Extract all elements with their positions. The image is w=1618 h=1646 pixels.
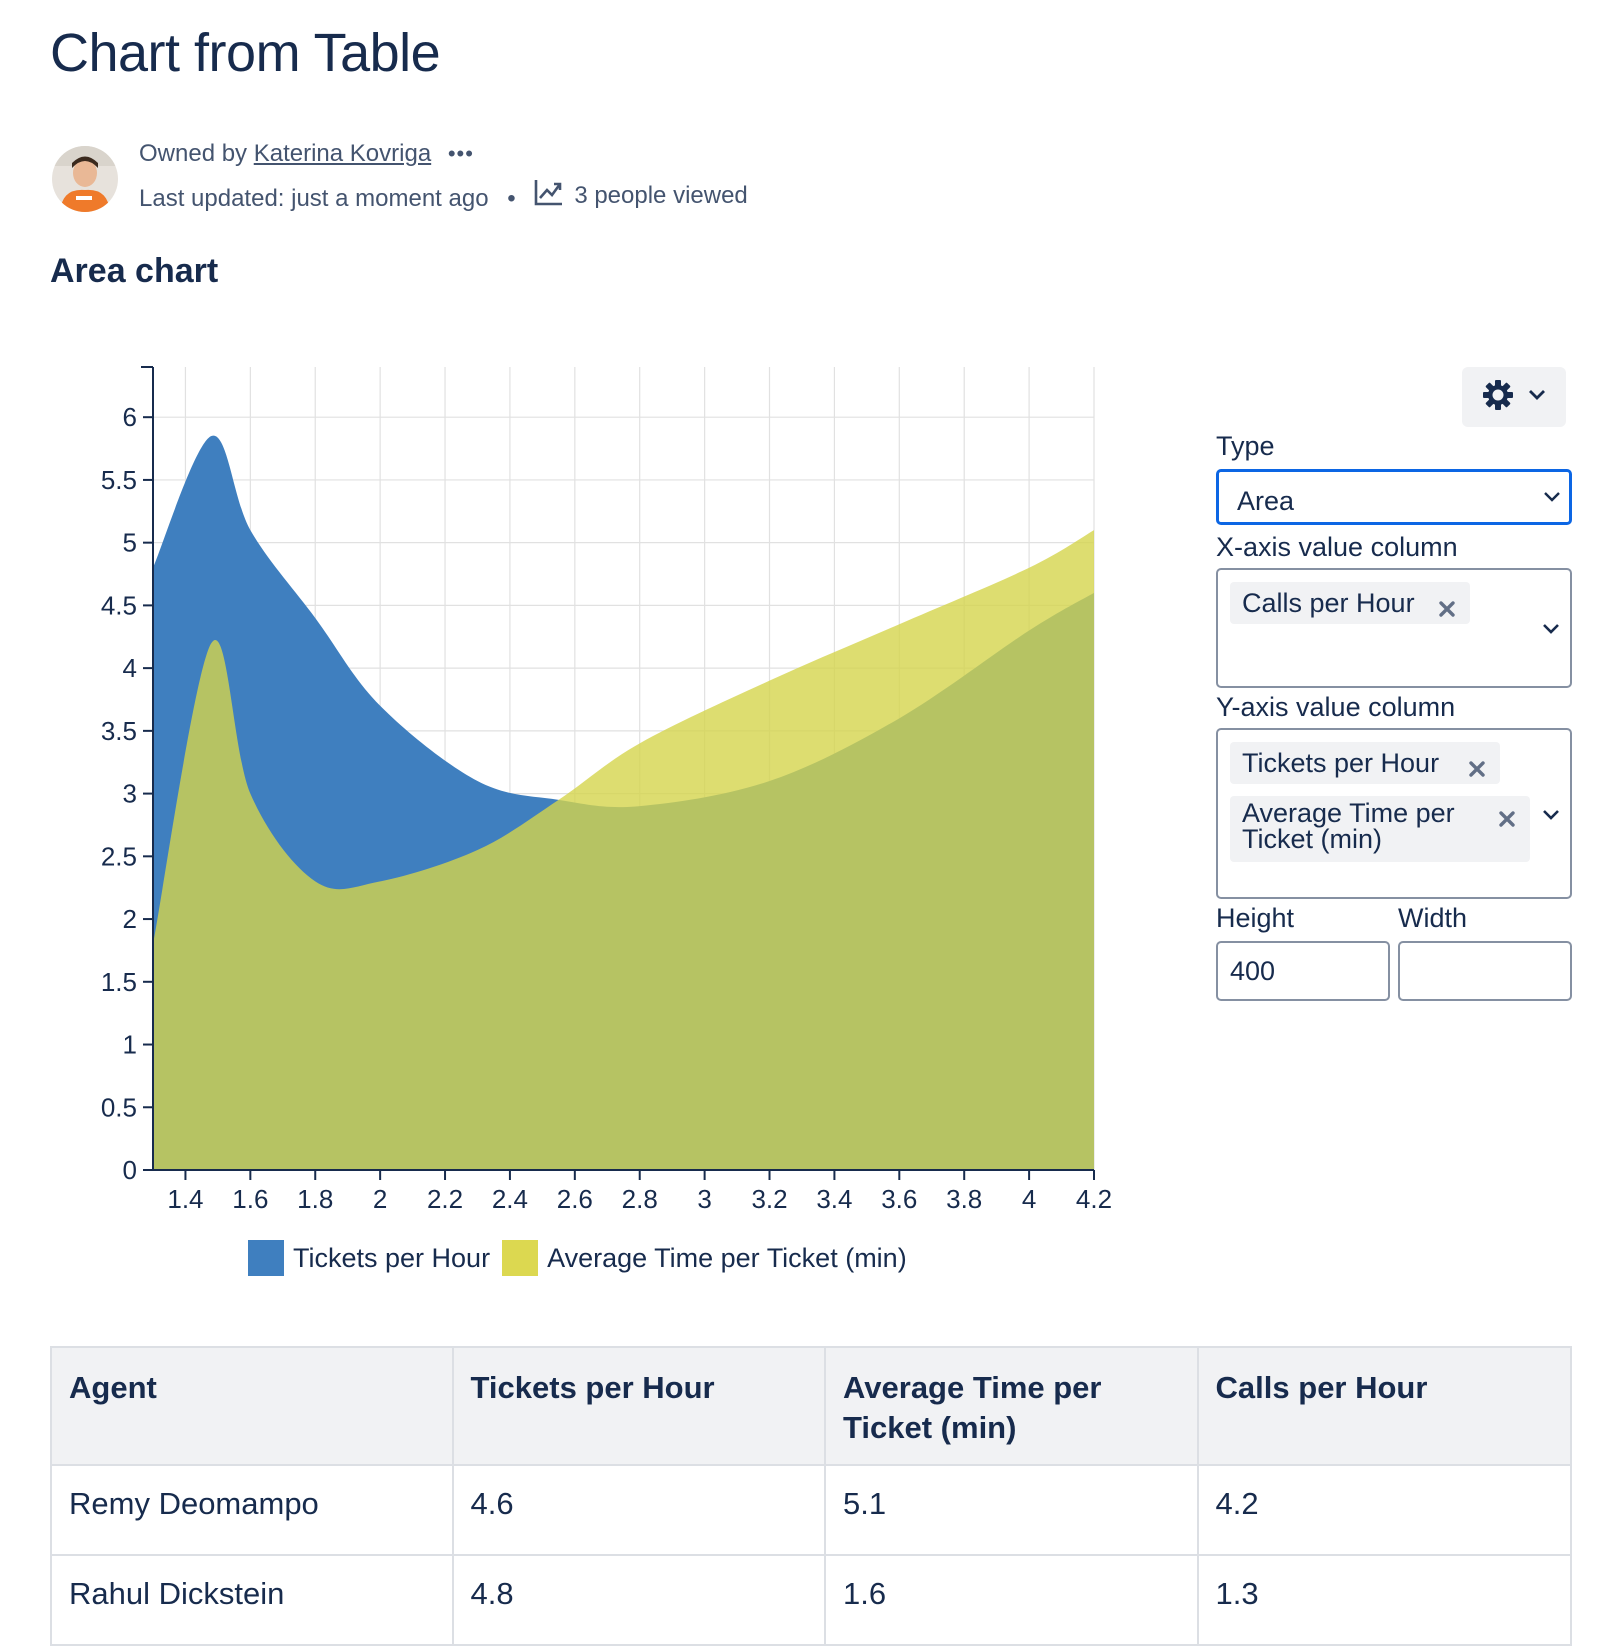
chart-axes: 0 0.5 1 1.5 2 2.5 3 3.5 4 4.5 5 5.5 6 1.4 1.6 1.8 2 2.2 2.… xyxy=(101,366,1112,1214)
x-tick-label: 4 xyxy=(1022,1184,1036,1214)
table-header-cell: Calls per Hour xyxy=(1196,1346,1573,1466)
y-tick-label: 3 xyxy=(123,779,137,809)
x-tick-label: 3.6 xyxy=(881,1184,917,1214)
y-tick-label: 2 xyxy=(123,904,137,934)
x-tick-label: 2 xyxy=(373,1184,387,1214)
remove-x-tag-icon[interactable] xyxy=(1438,594,1456,625)
x-tick-label: 4.2 xyxy=(1076,1184,1112,1214)
legend-swatch-tickets xyxy=(248,1240,284,1276)
width-label: Width xyxy=(1398,903,1468,933)
y-tick-label: 4 xyxy=(123,653,137,683)
table-header-cell: Average Time per Ticket (min) xyxy=(824,1346,1199,1466)
analytics-chart-icon xyxy=(534,178,564,213)
chart-areas xyxy=(153,435,1094,1170)
table-cell: Rahul Dickstein xyxy=(50,1554,454,1646)
y-tick-label: 2.5 xyxy=(101,841,137,871)
owner-line: Owned by Katerina Kovriga ••• xyxy=(139,140,474,168)
last-updated-text: Last updated: just a moment ago xyxy=(139,185,489,212)
legend-label-avg-time: Average Time per Ticket (min) xyxy=(547,1242,907,1273)
table-header-cell: Tickets per Hour xyxy=(451,1346,827,1466)
x-tick-label: 3.2 xyxy=(751,1184,787,1214)
more-actions-button[interactable]: ••• xyxy=(447,141,474,166)
table-cell: 1.3 xyxy=(1196,1554,1573,1646)
x-axis-tag: Calls per Hour xyxy=(1230,582,1470,624)
type-label: Type xyxy=(1216,431,1275,461)
page-views-button[interactable]: 3 people viewed xyxy=(534,178,748,213)
table-cell: 1.6 xyxy=(824,1554,1199,1646)
table-cell: Remy Deomampo xyxy=(50,1464,454,1556)
chart-legend: Tickets per Hour Average Time per Ticket… xyxy=(248,1240,919,1276)
owned-by-label: Owned by xyxy=(139,140,248,167)
gear-icon xyxy=(1482,379,1514,416)
legend-label-tickets: Tickets per Hour xyxy=(293,1242,491,1273)
data-table: Agent Tickets per Hour Average Time per … xyxy=(50,1346,1573,1646)
x-tick-label: 2.6 xyxy=(557,1184,593,1214)
chevron-down-icon xyxy=(1543,490,1561,508)
chart-type-value: Area xyxy=(1237,486,1295,516)
remove-avg-time-tag-icon[interactable] xyxy=(1498,806,1516,832)
x-tick-label: 1.8 xyxy=(297,1184,333,1214)
legend-item-tickets[interactable]: Tickets per Hour xyxy=(248,1240,490,1276)
height-input[interactable]: 400 xyxy=(1216,941,1390,1001)
area-series-average-time xyxy=(153,530,1094,1170)
chart-settings-button[interactable] xyxy=(1462,367,1566,427)
table-cell: 5.1 xyxy=(824,1464,1199,1556)
table-row: Rahul Dickstein 4.8 1.6 1.3 xyxy=(50,1554,1573,1646)
chevron-down-icon xyxy=(1542,808,1560,826)
remove-tickets-tag-icon[interactable] xyxy=(1468,754,1486,785)
section-heading: Area chart xyxy=(50,252,219,290)
separator-dot: • xyxy=(507,185,516,212)
y-tick-label: 5 xyxy=(123,528,137,558)
y-tick-label: 4.5 xyxy=(101,590,137,620)
chevron-down-icon xyxy=(1528,388,1546,406)
table-cell: 4.2 xyxy=(1196,1464,1573,1556)
legend-swatch-avg-time xyxy=(502,1240,539,1276)
last-updated-line: Last updated: just a moment ago • 3 peop… xyxy=(139,178,748,213)
y-axis-tag-avg-time: Average Time per Ticket (min) xyxy=(1230,796,1530,862)
y-tick-label: 0 xyxy=(123,1155,137,1185)
y-tick-label: 1.5 xyxy=(101,967,137,997)
table-row: Remy Deomampo 4.6 5.1 4.2 xyxy=(50,1464,1573,1556)
owner-name-link[interactable]: Katerina Kovriga xyxy=(253,140,432,167)
x-tick-label: 2.2 xyxy=(427,1184,463,1214)
x-tick-label: 3.8 xyxy=(946,1184,982,1214)
x-tick-label: 2.8 xyxy=(622,1184,658,1214)
table-cell: 4.8 xyxy=(451,1554,827,1646)
height-label: Height xyxy=(1216,903,1295,933)
table-header-row: Agent Tickets per Hour Average Time per … xyxy=(50,1346,1573,1466)
y-tick-label: 1 xyxy=(123,1030,137,1060)
y-axis-tag-tickets-label: Tickets per Hour xyxy=(1242,748,1440,778)
x-tick-label: 3.4 xyxy=(816,1184,852,1214)
table-header-cell: Agent xyxy=(50,1346,454,1466)
x-tick-label: 1.4 xyxy=(167,1184,203,1214)
y-axis-label: Y-axis value column xyxy=(1216,692,1456,722)
x-axis-tag-label: Calls per Hour xyxy=(1242,588,1415,618)
y-axis-tag-avg-time-line1: Average Time per xyxy=(1242,798,1455,828)
y-tick-label: 5.5 xyxy=(101,465,137,495)
x-axis-select[interactable]: Calls per Hour xyxy=(1216,568,1572,688)
page-views-count: 3 people viewed xyxy=(574,181,748,209)
y-axis-tag-tickets: Tickets per Hour xyxy=(1230,742,1500,784)
y-tick-label: 0.5 xyxy=(101,1092,137,1122)
width-input[interactable] xyxy=(1398,941,1572,1001)
legend-item-avg-time[interactable]: Average Time per Ticket (min) xyxy=(502,1240,907,1276)
x-tick-label: 3 xyxy=(697,1184,711,1214)
x-axis-label: X-axis value column xyxy=(1216,532,1458,562)
y-tick-label: 6 xyxy=(123,402,137,432)
y-tick-label: 3.5 xyxy=(101,716,137,746)
x-tick-label: 1.6 xyxy=(232,1184,268,1214)
owner-avatar[interactable] xyxy=(52,146,118,212)
y-axis-tag-avg-time-line2: Ticket (min) xyxy=(1242,824,1382,854)
y-axis-select[interactable]: Tickets per Hour Average Time per Ticket… xyxy=(1216,728,1572,899)
chart-type-select[interactable]: Area xyxy=(1216,469,1572,525)
table-cell: 4.6 xyxy=(451,1464,827,1556)
chevron-down-icon xyxy=(1542,622,1560,640)
page-title: Chart from Table xyxy=(50,23,441,83)
x-tick-label: 2.4 xyxy=(492,1184,528,1214)
area-chart: 0 0.5 1 1.5 2 2.5 3 3.5 4 4.5 5 5.5 6 1.4 1.6 1.8 2 2.2 2.… xyxy=(101,366,1112,1214)
